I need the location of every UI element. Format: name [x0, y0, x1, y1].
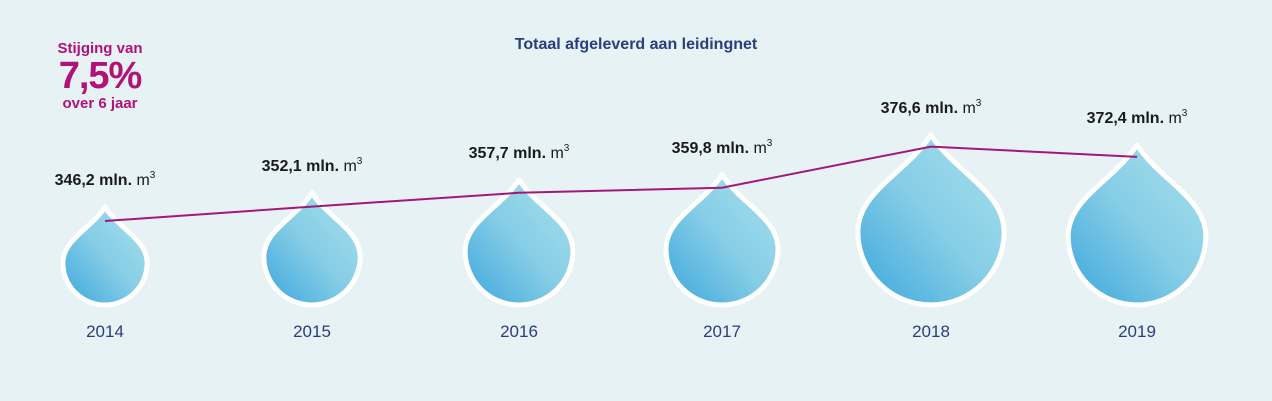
water-drop-2019 [1065, 142, 1209, 307]
chart-title: Totaal afgeleverd aan leidingnet [514, 36, 758, 53]
callout-percentage: 7,5% [58, 55, 143, 97]
callout-line1: Stijging van [57, 40, 143, 57]
year-label-2015: 2015 [293, 322, 331, 341]
year-label-2016: 2016 [500, 322, 538, 341]
value-label-2019: 372,4 mln. m3 [1087, 108, 1188, 127]
trend-line [104, 145, 1138, 222]
value-label-2015: 352,1 mln. m3 [262, 156, 363, 175]
water-drop-2018 [855, 132, 1007, 308]
year-labels: 2014 2015 2016 2017 2018 2019 [86, 322, 1156, 341]
water-drops [60, 132, 1209, 308]
year-label-2017: 2017 [703, 322, 741, 341]
year-label-2019: 2019 [1118, 322, 1156, 341]
value-label-2018: 376,6 mln. m3 [881, 98, 982, 117]
water-drop-2014 [60, 204, 150, 308]
value-labels: 346,2 mln. m3 352,1 mln. m3 357,7 mln. m3 3… [55, 98, 1188, 189]
water-drop-2016 [462, 177, 576, 308]
value-label-2017: 359,8 mln. m3 [672, 138, 773, 157]
year-label-2018: 2018 [912, 322, 950, 341]
year-label-2014: 2014 [86, 322, 124, 341]
value-label-2016: 357,7 mln. m3 [469, 143, 570, 162]
callout-line2: over 6 jaar [62, 95, 138, 112]
value-label-2014: 346,2 mln. m3 [55, 170, 156, 189]
water-drop-2015 [261, 190, 363, 308]
increase-callout: Stijging van 7,5% over 6 jaar [50, 40, 150, 112]
water-drop-2017 [663, 172, 781, 308]
